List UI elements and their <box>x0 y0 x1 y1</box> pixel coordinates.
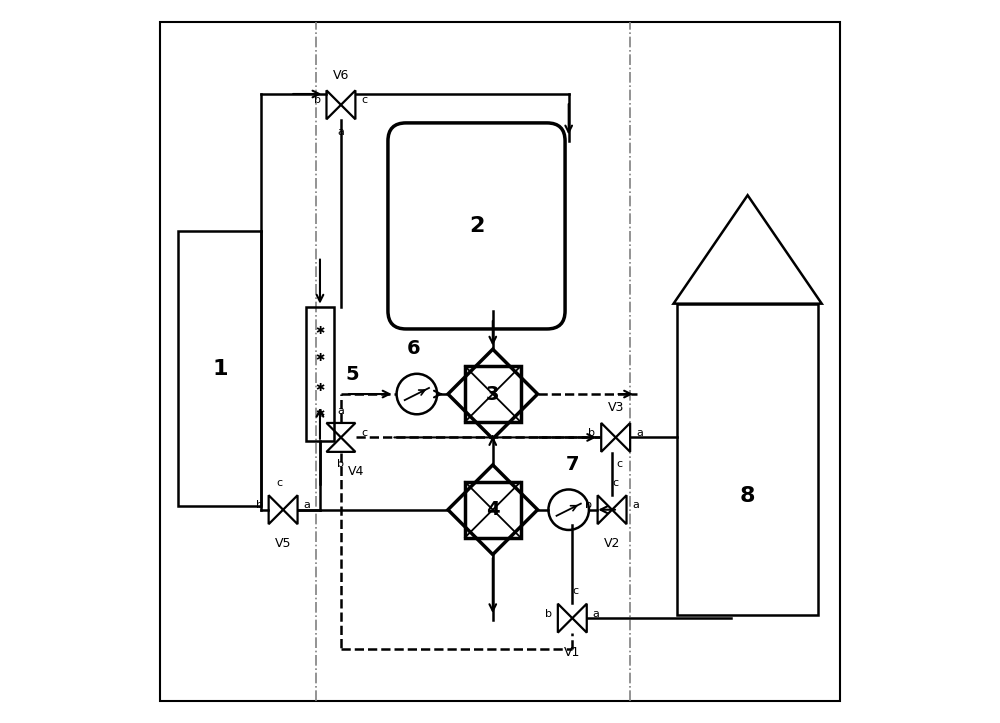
Text: c: c <box>276 478 283 488</box>
Text: 2: 2 <box>469 216 484 236</box>
Bar <box>178 231 261 506</box>
Text: b: b <box>256 500 263 510</box>
Text: 1: 1 <box>212 359 228 379</box>
Text: 8: 8 <box>740 487 755 506</box>
Text: 5: 5 <box>345 364 359 384</box>
Text: ✱: ✱ <box>315 326 325 336</box>
Text: ✱: ✱ <box>315 382 325 393</box>
Text: c: c <box>573 586 579 596</box>
Text: c: c <box>616 459 622 469</box>
Text: 3: 3 <box>486 385 500 403</box>
Text: a: a <box>303 500 310 510</box>
Text: a: a <box>636 428 643 438</box>
Text: b: b <box>545 609 552 619</box>
Text: V4: V4 <box>348 465 365 478</box>
Text: 4: 4 <box>486 500 500 519</box>
Bar <box>677 304 818 615</box>
Text: V6: V6 <box>333 69 349 82</box>
Text: a: a <box>338 406 344 416</box>
Text: b: b <box>337 459 344 469</box>
Text: a: a <box>338 127 344 137</box>
Text: ✱: ✱ <box>315 353 325 363</box>
Bar <box>465 367 521 422</box>
Bar <box>306 307 334 441</box>
Text: c: c <box>613 478 619 488</box>
Text: b: b <box>314 95 321 106</box>
Text: V5: V5 <box>275 537 291 550</box>
Text: b: b <box>588 428 595 438</box>
Text: V3: V3 <box>607 401 624 414</box>
Text: V2: V2 <box>604 537 620 550</box>
Text: V1: V1 <box>564 646 580 659</box>
Text: b: b <box>585 500 592 510</box>
Text: a: a <box>593 609 599 619</box>
Text: a: a <box>632 500 639 510</box>
Text: c: c <box>361 428 367 438</box>
Text: 6: 6 <box>406 339 420 358</box>
Text: 7: 7 <box>566 455 579 474</box>
Text: c: c <box>361 95 367 106</box>
Bar <box>465 482 521 537</box>
Text: ✱: ✱ <box>315 409 325 419</box>
